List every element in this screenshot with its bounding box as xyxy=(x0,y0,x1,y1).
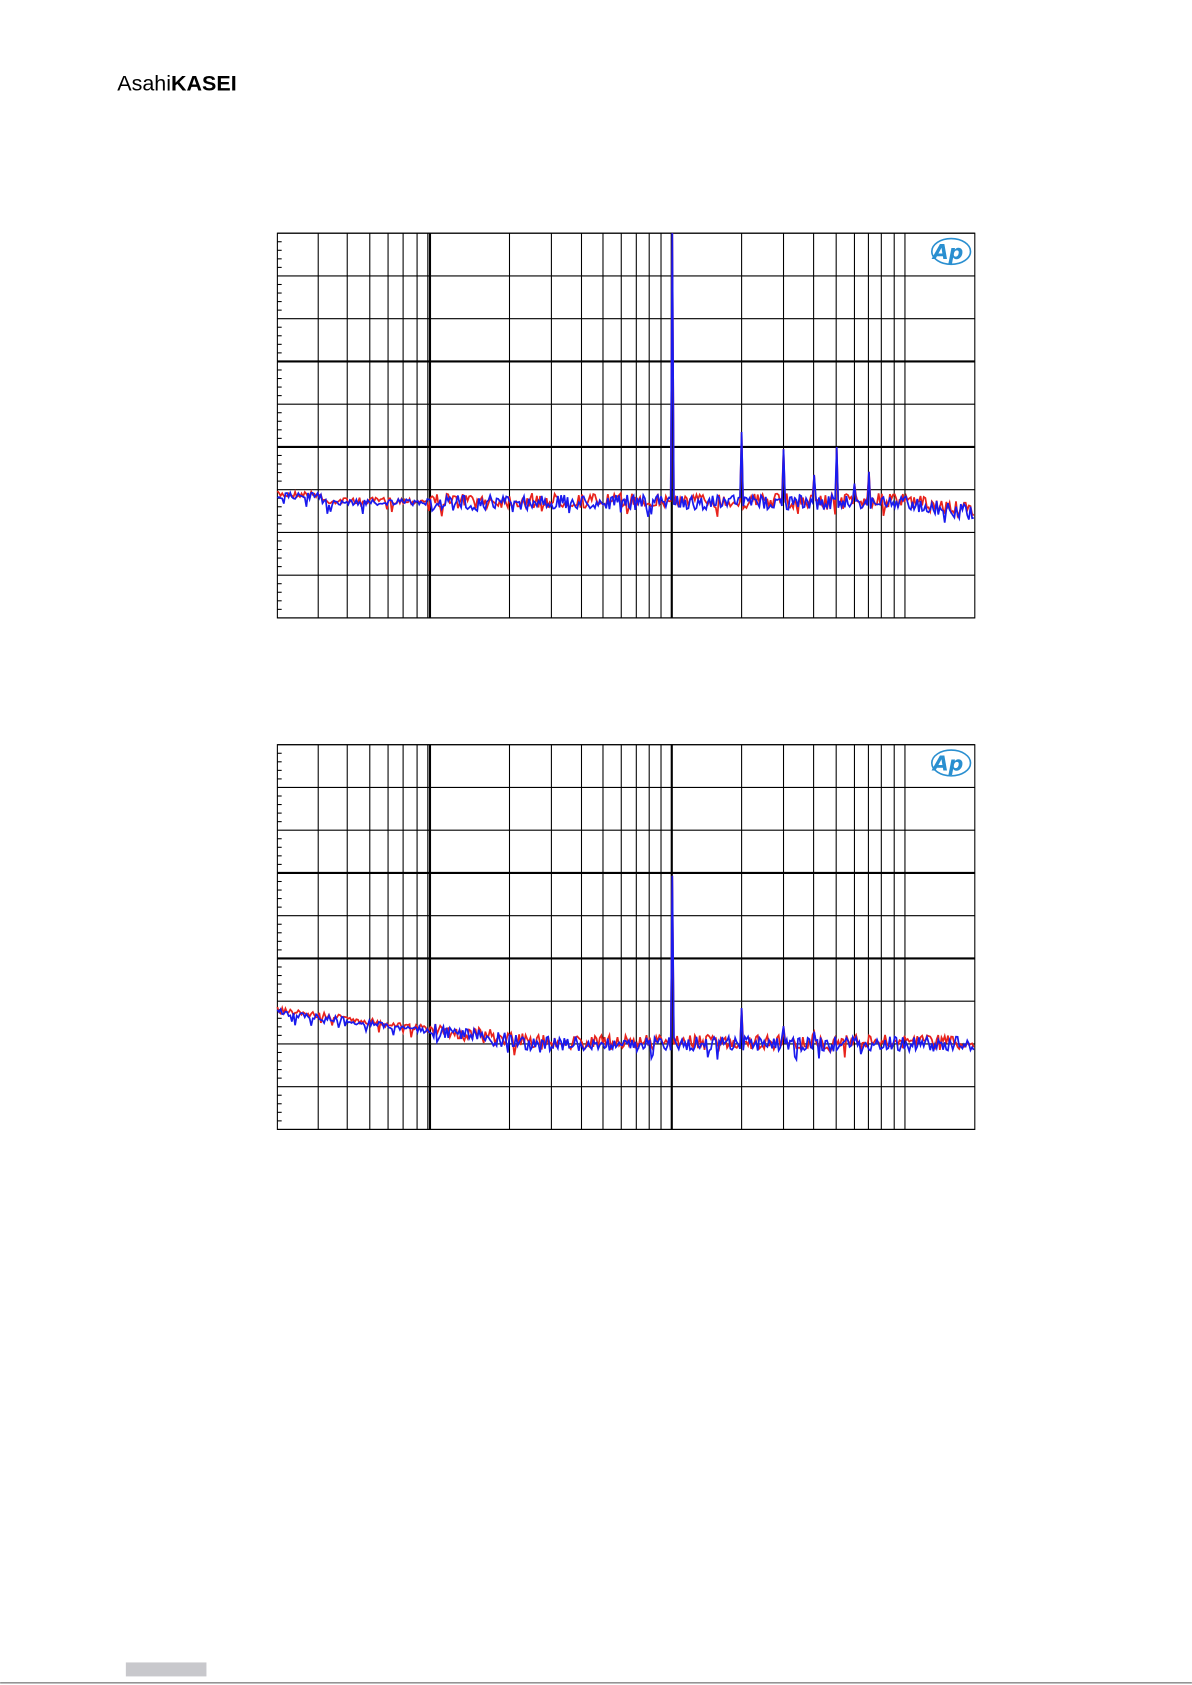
logo-bold: KASEI xyxy=(171,71,237,95)
ap-badge-ring xyxy=(931,749,972,777)
fft-plot: Ap xyxy=(276,232,976,619)
trace xyxy=(276,875,975,1058)
plot-frame xyxy=(276,232,976,619)
footer-link[interactable] xyxy=(125,1662,207,1677)
plot-frame xyxy=(276,744,976,1130)
trace xyxy=(276,875,975,1063)
trace xyxy=(276,233,974,523)
ap-badge-ring xyxy=(931,237,972,266)
logo: AsahiKASEI xyxy=(117,71,236,95)
fft-plot: Ap xyxy=(276,744,976,1130)
logo-light: Asahi xyxy=(117,71,171,95)
